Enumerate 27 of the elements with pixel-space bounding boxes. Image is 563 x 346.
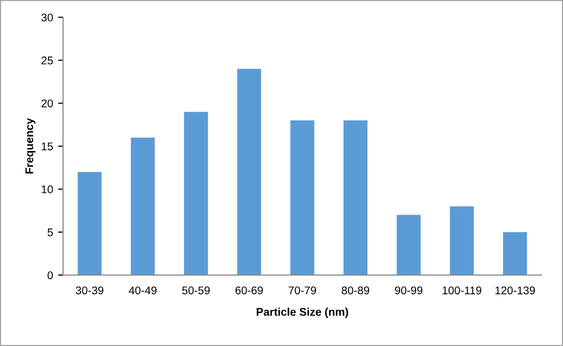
y-tick-label: 5 [48, 228, 53, 236]
x-tick-label: 80-89 [342, 286, 370, 294]
y-axis-title: Frequency [25, 118, 36, 174]
x-tick-label: 50-59 [182, 286, 210, 294]
bar [184, 112, 208, 276]
x-tick-label: 40-49 [128, 286, 156, 294]
y-tick-label: 15 [42, 142, 53, 150]
bar [78, 172, 102, 276]
y-tick-label: 30 [41, 14, 53, 22]
x-tick-label: 90-99 [394, 286, 422, 294]
y-tick-label: 0 [48, 271, 53, 280]
bar [396, 214, 421, 276]
bar [130, 138, 155, 276]
x-axis-title: Particle Size (nm) [256, 308, 348, 318]
x-tick-label: 120-139 [495, 286, 535, 294]
y-tick-label: 20 [42, 99, 53, 108]
y-tick-label: 25 [42, 56, 53, 64]
bar [237, 68, 262, 276]
bar [290, 120, 314, 276]
bar [503, 232, 527, 276]
y-tick-label: 10 [42, 185, 53, 194]
bar [450, 206, 474, 276]
x-tick-label: 100-119 [442, 286, 482, 294]
bar [344, 120, 368, 276]
x-tick-label: 60-69 [236, 286, 263, 294]
x-tick-label: 70-79 [288, 286, 316, 294]
x-tick-label: 30-39 [76, 286, 104, 294]
